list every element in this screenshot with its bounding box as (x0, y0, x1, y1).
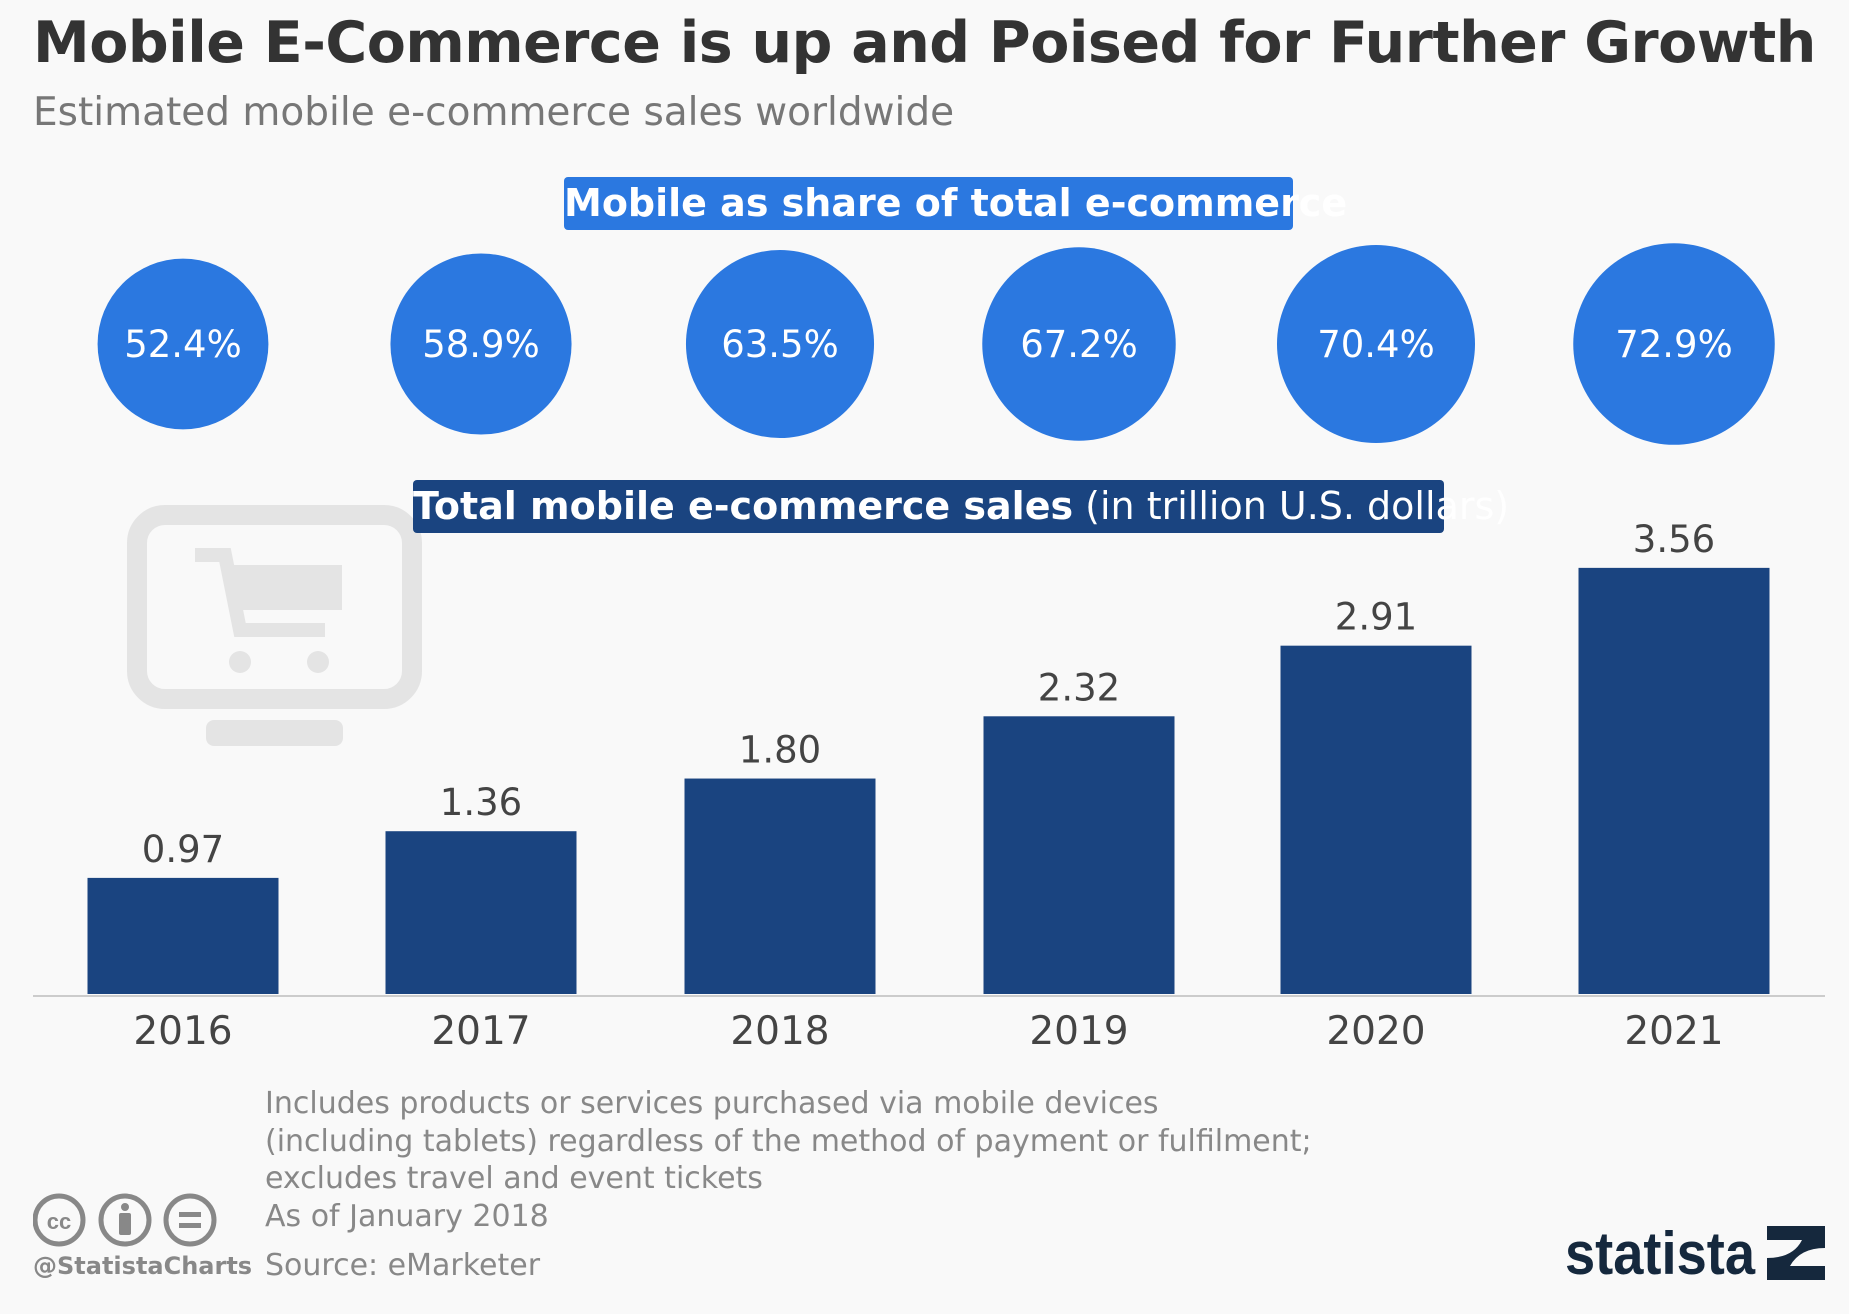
x-tick-label: 2019 (1029, 1009, 1128, 1054)
footnote-line: (including tablets) regardless of the me… (265, 1124, 1312, 1159)
share-circle (1573, 243, 1775, 445)
bar-value-label: 3.56 (1633, 518, 1715, 561)
cc-license-icons[interactable]: cc (33, 1192, 218, 1248)
share-circle (390, 253, 572, 435)
footnote-line: excludes travel and event tickets (265, 1161, 763, 1196)
share-circle (97, 258, 269, 430)
statista-handle[interactable]: @StatistaCharts (33, 1252, 253, 1280)
svg-text:cc: cc (47, 1209, 71, 1234)
footnote-date: As of January 2018 (265, 1199, 549, 1234)
bar-value-label: 1.80 (739, 729, 821, 772)
bar-value-label: 1.36 (440, 781, 522, 824)
x-tick-label: 2017 (431, 1009, 530, 1054)
bar-value-label: 2.32 (1038, 666, 1120, 709)
sales-label-bold: Total mobile e-commerce sales (413, 484, 1074, 528)
bar-value-label: 2.91 (1335, 596, 1417, 639)
bar (684, 778, 876, 994)
bar (1578, 567, 1770, 994)
svg-text:statista: statista (1565, 1220, 1756, 1282)
sales-label-unit: (in trillion U.S. dollars) (1073, 484, 1510, 528)
share-value-label: 63.5% (721, 323, 839, 366)
source: Source: eMarketer (265, 1248, 541, 1283)
bar (1280, 645, 1472, 994)
cart-monitor-icon (127, 505, 422, 746)
cc-icon (33, 1193, 86, 1247)
bar (385, 831, 577, 994)
sales-section-label: Total mobile e-commerce sales (in trilli… (413, 480, 1509, 533)
share-circle (1276, 244, 1476, 444)
share-section-label: Mobile as share of total e-commerce (564, 177, 1347, 230)
share-value-label: 58.9% (422, 323, 540, 366)
attribution-icon (98, 1193, 152, 1247)
chart-title: Mobile E-Commerce is up and Poised for F… (33, 10, 1816, 76)
bar (87, 877, 279, 994)
share-value-label: 52.4% (124, 323, 242, 366)
x-tick-label: 2016 (133, 1009, 232, 1054)
bar (983, 716, 1175, 994)
share-value-label: 72.9% (1615, 323, 1733, 366)
bar-value-label: 0.97 (142, 828, 224, 871)
x-tick-label: 2021 (1624, 1009, 1723, 1054)
share-circle (982, 247, 1176, 441)
x-tick-label: 2020 (1326, 1009, 1425, 1054)
no-derivatives-icon (163, 1193, 217, 1247)
statista-logo[interactable]: statista (1565, 1218, 1827, 1282)
share-value-label: 70.4% (1317, 323, 1435, 366)
footnote-line: Includes products or services purchased … (265, 1086, 1159, 1121)
x-tick-label: 2018 (730, 1009, 829, 1054)
share-value-label: 67.2% (1020, 323, 1138, 366)
chart-subtitle: Estimated mobile e-commerce sales worldw… (33, 90, 955, 135)
share-circle (685, 249, 875, 439)
